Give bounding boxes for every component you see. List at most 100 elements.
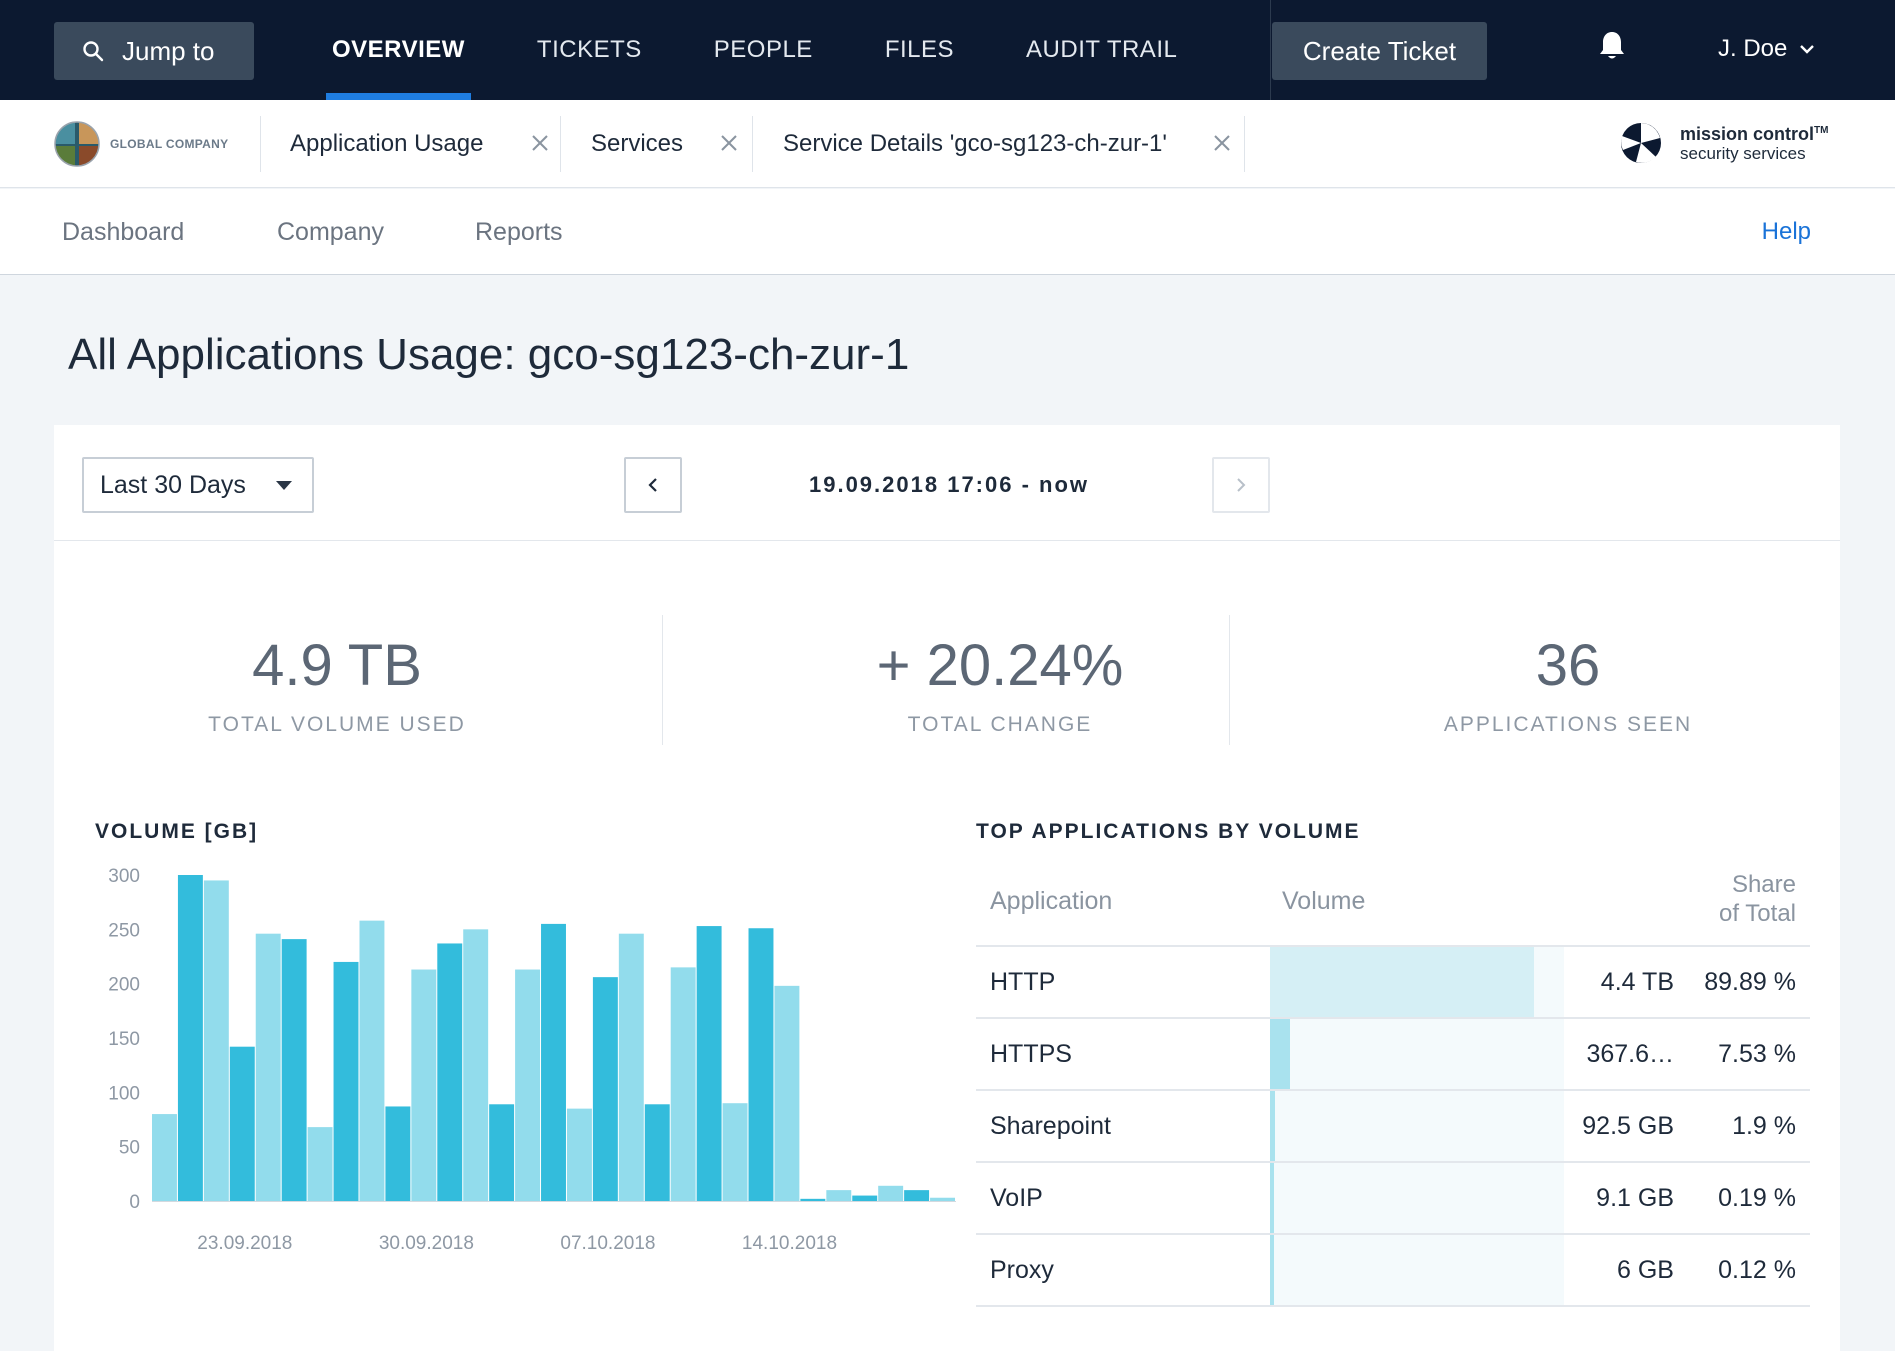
tab-separator: [260, 116, 261, 172]
tab-label: Services: [591, 130, 684, 157]
app-volume: 367.6…: [1586, 1039, 1674, 1068]
chart-bar: [489, 1104, 515, 1201]
volume-bar: [1270, 1163, 1274, 1233]
nav-audit-trail[interactable]: AUDIT TRAIL: [1026, 36, 1178, 63]
chart-bar: [930, 1197, 955, 1201]
volume-bar-track: [1270, 1235, 1564, 1305]
kpi-applications-seen: 36 APPLICATIONS SEEN: [1285, 615, 1851, 745]
chart-bar: [437, 943, 463, 1201]
chart-bar: [281, 939, 307, 1201]
chart-bar: [152, 1114, 177, 1201]
kpi-row: 4.9 TB TOTAL VOLUME USED + 20.24% TOTAL …: [54, 615, 1840, 745]
chart-bar: [644, 1104, 670, 1201]
previous-period-button[interactable]: [624, 457, 682, 513]
nav-overview[interactable]: OVERVIEW: [296, 0, 501, 100]
table-row[interactable]: Sharepoint 92.5 GB 1.9 %: [976, 1091, 1810, 1163]
kpi-divider: [1229, 615, 1230, 745]
chart-bar: [515, 969, 541, 1201]
jump-to-label: Jump to: [122, 35, 215, 66]
brand-logo-icon: [1621, 123, 1661, 163]
chart-bar: [229, 1046, 255, 1201]
chart-bar: [774, 985, 800, 1201]
kpi-label: TOTAL VOLUME USED: [208, 713, 466, 736]
volume-bar-track: [1270, 1091, 1564, 1161]
time-range-select[interactable]: Last 30 Days: [82, 457, 314, 513]
table-row[interactable]: HTTPS 367.6… 7.53 %: [976, 1019, 1810, 1091]
notifications-button[interactable]: [1598, 30, 1626, 67]
bell-icon: [1600, 32, 1624, 59]
volume-bar: [1270, 1091, 1276, 1161]
chart-bar: [618, 933, 644, 1201]
table-header: Application Volume Share of Total: [976, 857, 1810, 947]
chart-bar: [359, 920, 385, 1201]
kpi-value: 4.9 TB: [252, 633, 422, 698]
kpi-value: 36: [1535, 633, 1601, 698]
app-name: HTTP: [990, 967, 1056, 996]
chart-bar: [592, 977, 618, 1201]
app-name: HTTPS: [990, 1039, 1072, 1068]
company-logo-icon: [54, 121, 100, 167]
tab-service-details[interactable]: Service Details 'gco-sg123-ch-zur-1': [783, 100, 1167, 188]
chart-bar: [800, 1198, 826, 1201]
table-row[interactable]: HTTP 4.4 TB 89.89 %: [976, 947, 1810, 1019]
nav-people[interactable]: PEOPLE: [713, 36, 813, 63]
y-tick-label: 150: [108, 1029, 140, 1050]
close-icon[interactable]: [720, 134, 738, 152]
y-tick-label: 250: [108, 920, 140, 941]
chart-bar: [307, 1127, 333, 1201]
help-link[interactable]: Help: [1761, 218, 1811, 245]
tab-separator: [560, 116, 561, 172]
chart-bar: [463, 929, 489, 1201]
company-logo[interactable]: GLOBAL COMPANY: [54, 121, 228, 167]
table-row[interactable]: VoIP 9.1 GB 0.19 %: [976, 1163, 1810, 1235]
chart-bar: [333, 961, 359, 1201]
chart-bar: [748, 928, 774, 1201]
user-menu[interactable]: J. Doe: [1718, 35, 1815, 63]
next-period-button[interactable]: [1212, 457, 1270, 513]
app-share: 0.12 %: [1718, 1255, 1796, 1284]
subnav-reports[interactable]: Reports: [475, 217, 563, 246]
subnav-company[interactable]: Company: [277, 217, 384, 246]
app-name: Sharepoint: [990, 1111, 1111, 1140]
user-name: J. Doe: [1718, 35, 1788, 62]
chart-bar: [904, 1190, 930, 1201]
jump-to-button[interactable]: Jump to: [54, 22, 254, 80]
tab-application-usage[interactable]: Application Usage: [290, 100, 483, 188]
app-volume: 92.5 GB: [1582, 1111, 1674, 1140]
chart-bar: [696, 926, 722, 1201]
top-apps-title: TOP APPLICATIONS BY VOLUME: [976, 820, 1361, 843]
chart-bar: [852, 1195, 878, 1201]
volume-bar-chart: 0 50 100 150 200 250 300 23.09.2018 30.09.2018 07…: [108, 866, 956, 1254]
chart-bar: [826, 1190, 852, 1201]
table-row[interactable]: Proxy 6 GB 0.12 %: [976, 1235, 1810, 1307]
nav-files[interactable]: FILES: [884, 36, 955, 63]
kpi-total-change: + 20.24% TOTAL CHANGE: [717, 615, 1283, 745]
volume-bar-track: [1270, 1163, 1564, 1233]
date-range-label: 19.09.2018 17:06 - now: [808, 472, 1090, 497]
volume-bar-track: [1270, 1019, 1564, 1089]
chevron-right-icon: [1237, 478, 1246, 492]
chart-bar: [255, 933, 281, 1201]
volume-bar: [1270, 1019, 1291, 1089]
chart-bar: [411, 969, 437, 1201]
volume-bar: [1270, 1235, 1274, 1305]
tab-services[interactable]: Services: [591, 100, 683, 188]
app-share: 7.53 %: [1718, 1039, 1796, 1068]
usage-card: Last 30 Days 19.09.2018 17:06 - now 4.9 …: [54, 425, 1840, 1351]
header-volume: Volume: [1282, 887, 1366, 915]
y-tick-label: 100: [108, 1083, 140, 1104]
topbar-divider: [1270, 0, 1271, 100]
close-icon[interactable]: [531, 134, 549, 152]
y-tick-label: 200: [108, 975, 140, 996]
nav-tickets[interactable]: TICKETS: [536, 36, 642, 63]
tab-separator: [1244, 116, 1245, 172]
app-name: Proxy: [990, 1255, 1054, 1284]
x-tick-label: 14.10.2018: [742, 1233, 837, 1254]
subnav-dashboard[interactable]: Dashboard: [62, 217, 185, 246]
close-icon[interactable]: [1213, 134, 1231, 152]
header-share: Share of Total: [1719, 871, 1796, 929]
create-ticket-button[interactable]: Create Ticket: [1272, 22, 1487, 80]
y-tick-label: 50: [119, 1138, 140, 1159]
app-share: 1.9 %: [1732, 1111, 1796, 1140]
company-name: GLOBAL COMPANY: [110, 137, 229, 151]
